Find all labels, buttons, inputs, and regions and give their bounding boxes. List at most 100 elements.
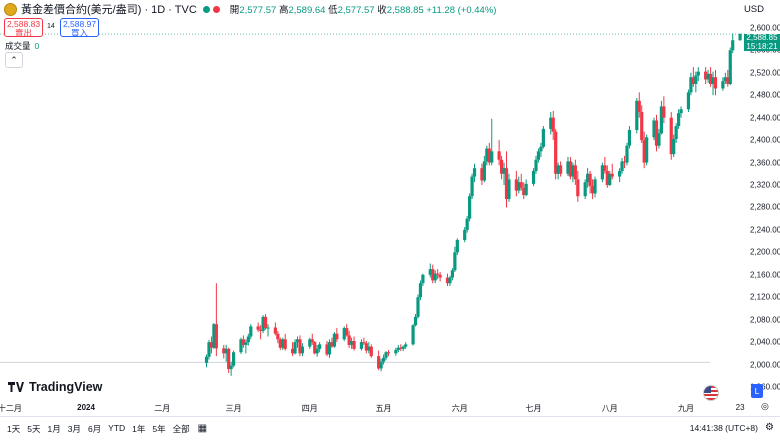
candle-body xyxy=(278,339,282,348)
settings-gear-icon[interactable]: ⚙ xyxy=(765,422,774,433)
candle-body xyxy=(399,347,403,349)
candle-body xyxy=(295,339,300,343)
price-tick-label: 2,200.00 xyxy=(750,247,780,257)
candle-body xyxy=(610,173,614,177)
range-button[interactable]: 1年 xyxy=(132,423,146,434)
candle-body xyxy=(573,165,577,180)
candle-body xyxy=(583,182,587,197)
price-tick-label: 2,320.00 xyxy=(750,180,780,190)
ohlc-values: 開2,577.57 高2,589.64 低2,577.57 收2,588.85 … xyxy=(229,5,497,16)
candle-body xyxy=(448,277,452,284)
candle-body xyxy=(300,346,305,354)
collapse-chevron-icon[interactable]: ⌃ xyxy=(5,52,23,68)
candle-body xyxy=(310,339,314,343)
us-flag-icon xyxy=(703,385,719,401)
candle-body xyxy=(669,117,673,155)
candle-body xyxy=(539,146,543,152)
candle-body xyxy=(522,187,526,196)
candle-body xyxy=(662,106,666,118)
time-tick-label: 七月 xyxy=(525,404,542,413)
range-button[interactable]: 5天 xyxy=(27,423,41,434)
candle-body xyxy=(603,165,607,171)
time-axis[interactable]: 十二月 2024 二月 三月 四月 五月 六月 七月 八月 九月 23 xyxy=(0,400,748,415)
candle-body xyxy=(558,165,563,174)
candle-body xyxy=(224,348,228,354)
candle-body xyxy=(531,170,536,184)
range-button[interactable]: 6月 xyxy=(87,423,102,434)
candle-body xyxy=(674,126,678,139)
candle-body xyxy=(377,356,381,369)
candle-body xyxy=(246,336,250,343)
price-tick-label: 2,160.00 xyxy=(750,270,780,280)
price-tick-label: 2,240.00 xyxy=(750,225,780,235)
log-scale-button[interactable]: L xyxy=(751,384,763,398)
candle-body xyxy=(204,356,209,363)
candle-body xyxy=(428,269,432,275)
candle-body xyxy=(394,349,398,354)
candle-body xyxy=(708,73,713,84)
price-tick-label: 2,400.00 xyxy=(750,135,780,145)
candle-body xyxy=(404,344,408,347)
candle-body xyxy=(723,77,727,82)
currency-selector[interactable]: USD xyxy=(743,4,764,15)
candle-body xyxy=(654,120,659,146)
candle-body xyxy=(308,339,312,347)
candle-body xyxy=(659,106,664,134)
time-tick-label: 四月 xyxy=(301,404,318,413)
candle-body xyxy=(276,333,280,340)
candle-body xyxy=(249,326,253,337)
clock-display: 14:41:38 (UTC+8) xyxy=(689,423,758,433)
buy-button[interactable]: 2,588.97 買入 xyxy=(60,18,99,38)
candle-body xyxy=(502,168,506,174)
calendar-icon[interactable]: ▦ xyxy=(197,423,208,434)
candle-body xyxy=(536,151,541,160)
candle-body xyxy=(212,324,216,348)
candle-body xyxy=(263,316,268,329)
candle-body xyxy=(261,316,265,331)
candle-body xyxy=(590,186,595,194)
candle-body xyxy=(571,165,575,177)
range-button[interactable]: 3月 xyxy=(67,423,81,434)
price-tick-label: 2,520.00 xyxy=(750,68,780,78)
volume-legend: 成交量 0 xyxy=(5,41,40,51)
candle-body xyxy=(231,352,236,366)
symbol-title[interactable]: 黃金差價合約(美元/盎司) · 1D · TVC xyxy=(21,4,197,16)
candle-body xyxy=(726,77,730,84)
candle-body xyxy=(625,145,629,163)
candle-body xyxy=(401,346,405,349)
candle-body xyxy=(347,335,351,345)
candle-body xyxy=(586,173,590,183)
candle-body xyxy=(721,81,725,89)
candle-body xyxy=(470,176,474,197)
range-button[interactable]: 5年 xyxy=(152,423,166,434)
candle-body xyxy=(487,148,491,163)
candle-body xyxy=(605,170,609,185)
candle-body xyxy=(352,341,356,349)
candle-body xyxy=(472,168,477,177)
candle-body xyxy=(517,182,521,191)
candle-body xyxy=(672,138,676,155)
candle-body xyxy=(694,75,698,84)
candle-body xyxy=(209,342,214,348)
candle-body xyxy=(266,327,270,329)
price-axis[interactable]: 2,600.002,560.002,520.002,480.002,440.00… xyxy=(748,0,780,400)
candle-body xyxy=(731,40,735,51)
go-to-realtime-icon[interactable]: ◎ xyxy=(761,401,769,411)
range-button[interactable]: 全部 xyxy=(172,423,190,434)
range-button[interactable]: YTD xyxy=(108,422,126,433)
candle-body xyxy=(485,148,489,162)
price-tick-label: 2,480.00 xyxy=(750,90,780,100)
candle-body xyxy=(600,165,604,180)
candle-body xyxy=(499,159,504,174)
candle-body xyxy=(229,365,233,370)
candle-body xyxy=(214,324,218,349)
range-button[interactable]: 1月 xyxy=(47,423,61,434)
sell-button[interactable]: 2,588.83 賣出 xyxy=(4,18,43,38)
tradingview-logo-icon xyxy=(8,382,24,392)
candle-body xyxy=(350,341,354,345)
candle-body xyxy=(541,128,545,147)
candle-body xyxy=(290,348,295,354)
range-button[interactable]: 1天 xyxy=(7,423,21,434)
price-tick-label: 2,280.00 xyxy=(750,202,780,212)
